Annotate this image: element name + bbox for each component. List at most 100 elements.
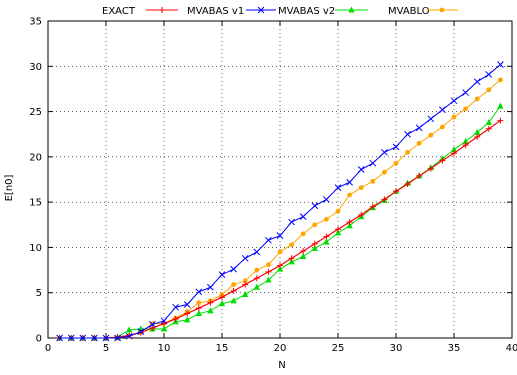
circle-point <box>335 208 341 214</box>
cross-point <box>56 334 63 342</box>
triangle-point <box>323 238 330 245</box>
plot-frame <box>47 20 513 339</box>
circle-point <box>486 87 492 93</box>
triangle-point <box>462 137 469 144</box>
x-tick-label: 15 <box>216 343 229 354</box>
series <box>56 61 504 342</box>
cross-point <box>183 301 191 308</box>
cross-point <box>137 328 145 336</box>
triangle-point <box>348 6 355 13</box>
circle-point <box>370 178 376 184</box>
circle-point <box>358 185 364 191</box>
cross-point <box>230 265 237 273</box>
cross-point <box>257 6 265 14</box>
circle-point <box>440 124 445 130</box>
triangle-point <box>311 244 318 251</box>
triangle-point <box>288 258 295 265</box>
legend-sample <box>426 7 458 13</box>
cross-point <box>404 130 411 138</box>
y-tick-label: 15 <box>29 198 42 209</box>
circle-point <box>312 222 318 228</box>
cross-point <box>288 218 295 226</box>
cross-point <box>265 236 272 244</box>
cross-point <box>91 334 98 342</box>
cross-point <box>276 232 284 240</box>
series-unnamed-4 <box>57 77 503 341</box>
cross-point <box>415 124 423 132</box>
cross-point <box>172 303 179 311</box>
series-mvabas-v2 <box>56 61 504 342</box>
cross-point <box>207 283 214 291</box>
x-tick-label: 5 <box>103 343 109 354</box>
x-tick-label: 25 <box>332 343 345 354</box>
legend-label: MVABAS v1 <box>187 6 244 17</box>
cross-point <box>346 178 353 186</box>
cross-point <box>241 254 249 262</box>
circle-point <box>242 278 248 284</box>
circle-point <box>428 132 434 138</box>
triangle-point <box>497 102 504 109</box>
series-line <box>59 105 501 339</box>
cross-point <box>473 78 481 86</box>
y-tick-label: 30 <box>29 62 42 73</box>
circle-point <box>300 231 306 237</box>
circle-point <box>254 267 260 273</box>
triangle-point <box>265 276 272 283</box>
legend: EXACT MVABAS v1 MVABAS v2 MVABLO <box>102 6 458 17</box>
triangle-point <box>242 291 249 298</box>
cross-point <box>357 166 365 173</box>
triangle-point <box>485 118 492 125</box>
triangle-point <box>184 316 191 323</box>
x-tick-label: 40 <box>506 343 517 354</box>
triangle-point <box>253 283 260 290</box>
axes: 0 5 10 15 20 25 30 35 40 0 5 10 15 20 25 30 35 <box>29 17 517 355</box>
cross-point <box>450 97 458 105</box>
triangle-point <box>230 297 237 304</box>
cross-point <box>485 71 493 78</box>
legend-sample <box>146 7 178 13</box>
cross-point <box>323 196 330 203</box>
triangle-point <box>160 325 168 332</box>
circle-point <box>382 169 387 175</box>
cross-point <box>497 61 504 68</box>
y-axis-label: E[n0] <box>4 174 15 201</box>
legend-label: EXACT <box>102 6 136 17</box>
triangle-point <box>334 229 342 236</box>
circle-point <box>498 77 503 83</box>
circle-point <box>231 282 237 287</box>
grid <box>48 21 512 338</box>
circle-point <box>324 216 329 222</box>
legend-sample <box>335 6 368 13</box>
circle-point <box>416 140 422 146</box>
series-line <box>59 79 501 339</box>
circle-point <box>196 300 202 306</box>
circle-point <box>266 262 271 268</box>
triangle-point <box>195 310 202 317</box>
cross-point <box>79 334 87 342</box>
cross-point <box>218 271 226 278</box>
triangle-point <box>300 252 307 259</box>
cross-point <box>334 184 342 192</box>
triangle-point <box>207 307 214 314</box>
y-tick-label: 35 <box>29 17 42 28</box>
y-tick-label: 0 <box>36 334 42 345</box>
cross-point <box>253 248 261 256</box>
legend-label: MVABLO <box>388 6 430 17</box>
cross-point <box>67 334 75 342</box>
x-tick-label: 35 <box>448 343 461 354</box>
circle-point <box>277 249 283 255</box>
cross-point <box>102 334 110 342</box>
x-tick-label: 30 <box>390 343 403 354</box>
circle-point <box>405 149 410 155</box>
circle-point <box>393 160 399 166</box>
x-axis-label: N <box>278 360 285 371</box>
triangle-point <box>450 146 458 153</box>
plus-point <box>159 7 165 13</box>
cross-point <box>311 202 319 210</box>
y-tick-label: 20 <box>29 152 42 163</box>
circle-point <box>451 114 457 120</box>
triangle-point <box>474 128 481 135</box>
y-tick-label: 5 <box>36 288 42 299</box>
